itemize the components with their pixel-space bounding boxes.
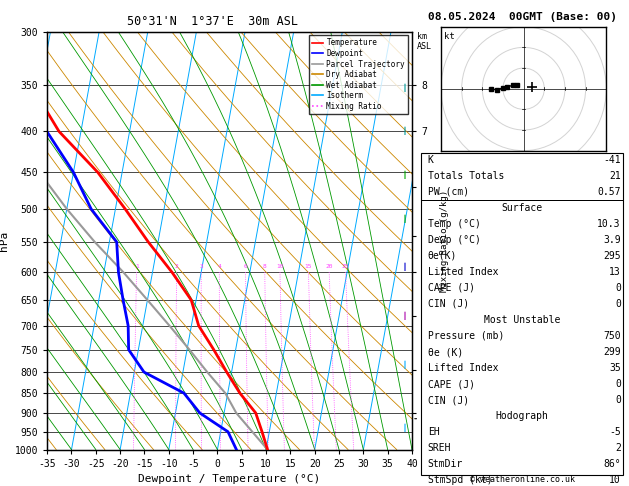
Text: 8: 8 (263, 264, 267, 269)
Text: StmSpd (kt): StmSpd (kt) (428, 475, 493, 486)
Text: 299: 299 (603, 347, 621, 357)
Text: θe(K): θe(K) (428, 251, 457, 261)
Text: km
ASL: km ASL (417, 32, 432, 51)
Text: Dewp (°C): Dewp (°C) (428, 235, 481, 245)
Text: 10: 10 (276, 264, 284, 269)
Text: ║: ║ (403, 312, 406, 320)
Text: 0: 0 (615, 283, 621, 293)
Text: 750: 750 (603, 331, 621, 341)
Text: -41: -41 (603, 155, 621, 165)
Text: Temp (°C): Temp (°C) (428, 219, 481, 229)
Text: -5: -5 (609, 427, 621, 437)
Text: 1: 1 (135, 264, 138, 269)
Text: 0.57: 0.57 (598, 187, 621, 197)
Text: 0: 0 (615, 379, 621, 389)
Text: 2: 2 (615, 443, 621, 453)
Text: ║: ║ (403, 263, 406, 272)
Legend: Temperature, Dewpoint, Parcel Trajectory, Dry Adiabat, Wet Adiabat, Isotherm, Mi: Temperature, Dewpoint, Parcel Trajectory… (309, 35, 408, 114)
Text: 3.9: 3.9 (603, 235, 621, 245)
Text: SREH: SREH (428, 443, 451, 453)
Text: 4: 4 (218, 264, 221, 269)
Text: Hodograph: Hodograph (496, 411, 548, 421)
Text: CIN (J): CIN (J) (428, 299, 469, 309)
Text: Totals Totals: Totals Totals (428, 171, 504, 181)
Text: 0: 0 (615, 395, 621, 405)
Text: CAPE (J): CAPE (J) (428, 283, 475, 293)
Text: 50°31'N  1°37'E  30m ASL: 50°31'N 1°37'E 30m ASL (127, 15, 298, 28)
Text: 86°: 86° (603, 459, 621, 469)
Text: 35: 35 (609, 363, 621, 373)
Text: LCL: LCL (423, 414, 437, 423)
Text: PW (cm): PW (cm) (428, 187, 469, 197)
Text: Most Unstable: Most Unstable (484, 315, 560, 325)
Text: 6: 6 (243, 264, 247, 269)
Text: ║: ║ (403, 127, 406, 136)
Text: 3: 3 (199, 264, 203, 269)
Text: ║: ║ (403, 423, 406, 432)
Text: CIN (J): CIN (J) (428, 395, 469, 405)
Text: 295: 295 (603, 251, 621, 261)
Text: 10: 10 (609, 475, 621, 486)
Text: Surface: Surface (501, 203, 543, 213)
Text: 25: 25 (342, 264, 349, 269)
Text: 15: 15 (304, 264, 312, 269)
Text: Lifted Index: Lifted Index (428, 267, 498, 277)
Text: CAPE (J): CAPE (J) (428, 379, 475, 389)
Text: Mixing Ratio (g/kg): Mixing Ratio (g/kg) (440, 190, 449, 292)
Text: 21: 21 (609, 171, 621, 181)
Text: 08.05.2024  00GMT (Base: 00): 08.05.2024 00GMT (Base: 00) (428, 12, 616, 22)
Text: 20: 20 (325, 264, 333, 269)
Text: θe (K): θe (K) (428, 347, 463, 357)
Text: Lifted Index: Lifted Index (428, 363, 498, 373)
Text: K: K (428, 155, 433, 165)
Text: 13: 13 (609, 267, 621, 277)
Text: EH: EH (428, 427, 440, 437)
Text: ║: ║ (403, 171, 406, 179)
Text: StmDir: StmDir (428, 459, 463, 469)
Text: kt: kt (444, 32, 455, 41)
Text: Pressure (mb): Pressure (mb) (428, 331, 504, 341)
Text: ║: ║ (403, 214, 406, 223)
Text: 10.3: 10.3 (598, 219, 621, 229)
X-axis label: Dewpoint / Temperature (°C): Dewpoint / Temperature (°C) (138, 474, 321, 484)
Text: 2: 2 (175, 264, 179, 269)
Text: ║: ║ (403, 83, 406, 92)
Text: 0: 0 (615, 299, 621, 309)
Y-axis label: hPa: hPa (0, 230, 9, 251)
Text: ║: ║ (403, 360, 406, 369)
Text: © weatheronline.co.uk: © weatheronline.co.uk (470, 474, 574, 484)
